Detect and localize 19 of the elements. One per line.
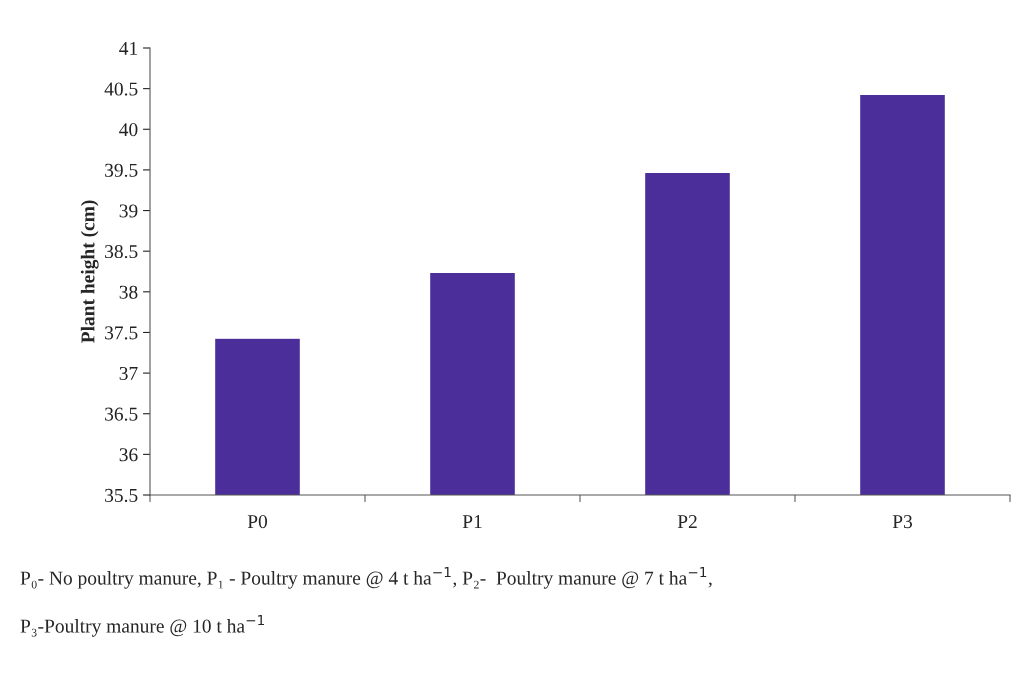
y-tick-label: 39 [119,204,138,218]
x-tick-label: P0 [247,515,268,529]
y-tick-label: 37 [119,366,138,381]
y-tick-label: 36.5 [105,407,138,421]
text: P₀- No poultry manure, P₁ - Poultry manure @ 4 t ha$^{−1}$, P₂- Poultry manure @ 7 t ha$^{−1}$, [20,567,712,589]
y-tick-label: 36 [119,448,138,462]
y-tick-label: 40.5 [104,82,138,96]
y-axis-title: Plant height (cm) [80,200,99,343]
y-tick-label: 37.5 [105,326,138,340]
x-tick-label: P2 [677,515,697,528]
y-tick-label: 40 [119,123,138,137]
text: P₃-Poultry manure @ 10 t ha$^{−1}$ [20,615,265,637]
x-tick-label: P3 [892,515,913,529]
y-tick-label: 39.5 [105,163,138,177]
x-tick-label: P1 [462,515,482,528]
y-tick-label: 41 [119,41,138,55]
y-tick-label: 35.5 [105,488,138,503]
y-tick-label: 38 [119,285,138,299]
y-tick-label: 38.5 [105,245,138,259]
